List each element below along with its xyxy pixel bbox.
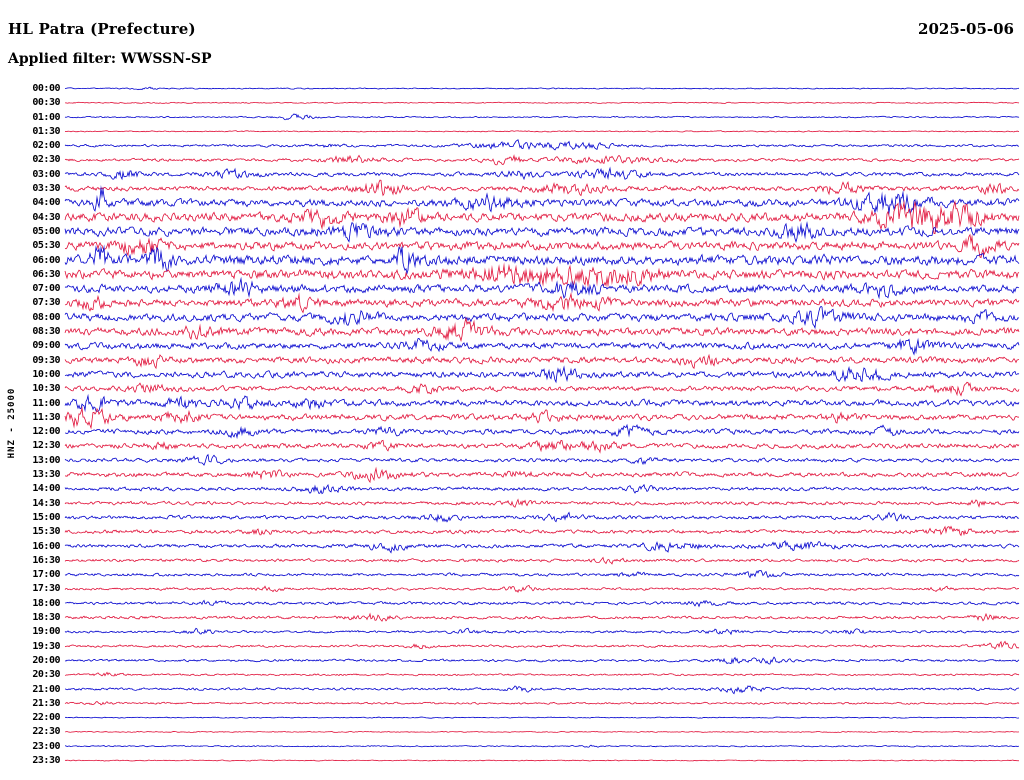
- time-label: 09:30: [32, 354, 60, 366]
- time-label: 13:00: [32, 454, 60, 466]
- time-label: 02:00: [32, 140, 60, 152]
- time-label: 04:30: [32, 211, 60, 223]
- time-label: 17:30: [32, 583, 60, 595]
- time-label: 00:00: [32, 83, 60, 94]
- time-label: 18:00: [32, 597, 60, 609]
- time-label: 16:00: [32, 540, 60, 552]
- time-label: 12:30: [32, 440, 60, 452]
- time-label: 07:30: [32, 297, 60, 309]
- time-label: 19:00: [32, 626, 60, 638]
- time-label: 08:00: [32, 311, 60, 323]
- time-label: 15:00: [32, 511, 60, 523]
- time-label: 13:30: [32, 469, 60, 481]
- time-label: 17:00: [32, 569, 60, 581]
- time-label: 05:30: [32, 240, 60, 252]
- time-label: 12:00: [32, 426, 60, 438]
- station-title: HL Patra (Prefecture): [8, 20, 196, 38]
- time-label: 03:00: [32, 168, 60, 180]
- time-label: 08:30: [32, 326, 60, 338]
- time-label: 23:00: [32, 740, 60, 752]
- time-label: 14:30: [32, 497, 60, 509]
- filter-label: Applied filter: WWSSN-SP: [8, 51, 212, 67]
- time-label: 21:00: [32, 683, 60, 695]
- time-label: 01:30: [32, 125, 60, 137]
- time-label: 06:30: [32, 268, 60, 280]
- time-label: 11:00: [32, 397, 60, 409]
- time-label: 16:30: [32, 554, 60, 566]
- time-label: 01:00: [32, 111, 60, 123]
- time-label: 21:30: [32, 697, 60, 709]
- time-label: 19:30: [32, 640, 60, 652]
- time-label: 20:00: [32, 654, 60, 666]
- time-label: 03:30: [32, 183, 60, 195]
- record-date: 2025-05-06: [918, 20, 1014, 38]
- time-label: 14:00: [32, 483, 60, 495]
- time-label: 23:30: [32, 755, 60, 766]
- time-label: 04:00: [32, 197, 60, 209]
- time-label: 10:30: [32, 383, 60, 395]
- time-label: 22:00: [32, 712, 60, 724]
- time-label: 22:30: [32, 726, 60, 738]
- time-label: 06:00: [32, 254, 60, 266]
- time-label: 09:00: [32, 340, 60, 352]
- time-label: 10:00: [32, 368, 60, 380]
- time-label: 05:00: [32, 225, 60, 237]
- time-label: 11:30: [32, 411, 60, 423]
- time-label: 18:30: [32, 612, 60, 624]
- time-label: 02:30: [32, 154, 60, 166]
- time-label: 20:30: [32, 669, 60, 681]
- time-label: 15:30: [32, 526, 60, 538]
- time-label: 00:30: [32, 97, 60, 109]
- time-label: 07:00: [32, 283, 60, 295]
